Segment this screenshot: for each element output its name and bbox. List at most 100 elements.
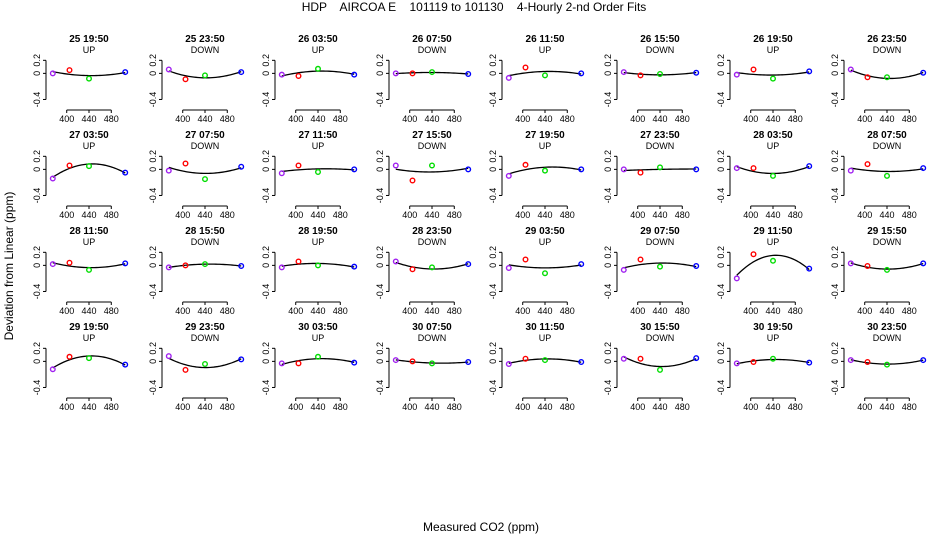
y-tick-label: -0.4	[830, 92, 840, 108]
panel-subtitle: DOWN	[191, 237, 220, 247]
panel-title: 28 19:50	[298, 226, 338, 237]
data-point	[392, 70, 399, 77]
data-point	[465, 166, 472, 173]
y-tick-label: 0.2	[375, 150, 385, 163]
y-tick-label: 0.2	[830, 54, 840, 67]
y-tick-label: -0.4	[261, 284, 271, 300]
data-point	[465, 71, 472, 78]
data-point	[66, 67, 73, 74]
data-point	[733, 275, 740, 282]
panel-title: 28 15:50	[185, 226, 225, 237]
panel-subtitle: DOWN	[191, 333, 220, 343]
fit-curve	[281, 262, 355, 268]
fit-curve	[52, 262, 126, 269]
x-tick-label: 400	[288, 210, 303, 220]
y-tick-label: 0	[148, 359, 158, 364]
data-point	[351, 71, 358, 78]
data-point	[392, 357, 399, 364]
data-point	[392, 258, 399, 265]
panel-title: 30 23:50	[867, 322, 907, 333]
panel-subtitle: DOWN	[418, 45, 447, 55]
panel-subtitle: UP	[83, 45, 96, 55]
x-tick-label: 480	[788, 306, 803, 316]
x-tick-label: 480	[220, 210, 235, 220]
x-tick-label: 480	[447, 402, 462, 412]
y-tick-label: -0.4	[830, 380, 840, 396]
data-point	[351, 263, 358, 270]
fit-curve	[395, 359, 469, 364]
x-tick-label: 480	[447, 210, 462, 220]
data-point	[620, 266, 627, 273]
x-tick-label: 480	[333, 402, 348, 412]
fit-curve	[52, 70, 126, 77]
data-point	[693, 263, 700, 270]
data-point	[505, 264, 512, 271]
y-axis-label: Deviation from Linear (ppm)	[2, 192, 16, 341]
data-point	[884, 172, 891, 179]
y-tick-label: 0	[261, 263, 271, 268]
fit-curve	[850, 167, 924, 173]
x-tick-label: 440	[879, 306, 894, 316]
panel-title: 30 07:50	[412, 322, 452, 333]
data-point	[201, 360, 208, 367]
data-point	[351, 359, 358, 366]
x-tick-label: 400	[59, 114, 74, 124]
data-point	[122, 169, 129, 176]
data-point	[806, 359, 813, 366]
y-tick-label: 0	[32, 359, 42, 364]
x-tick-label: 480	[788, 210, 803, 220]
x-tick-label: 480	[902, 114, 917, 124]
y-tick-label: -0.4	[716, 380, 726, 396]
y-tick-label: 0	[375, 71, 385, 76]
data-point	[542, 270, 549, 277]
x-tick-label: 440	[197, 210, 212, 220]
panel-title: 26 19:50	[753, 34, 793, 45]
panel-subtitle: DOWN	[191, 45, 220, 55]
x-tick-label: 480	[220, 402, 235, 412]
y-tick-label: -0.4	[375, 188, 385, 204]
panel-title: 27 11:50	[299, 130, 338, 141]
y-tick-label: 0.2	[261, 150, 271, 163]
x-tick-label: 480	[333, 114, 348, 124]
y-tick-label: 0	[32, 71, 42, 76]
x-tick-label: 440	[81, 402, 96, 412]
panel-subtitle: UP	[312, 141, 325, 151]
y-tick-label: 0	[488, 359, 498, 364]
x-tick-label: 480	[675, 210, 690, 220]
y-tick-label: -0.4	[603, 380, 613, 396]
x-tick-label: 440	[537, 402, 552, 412]
data-point	[578, 359, 585, 366]
data-point	[620, 69, 627, 76]
data-point	[465, 261, 472, 268]
y-tick-label: -0.4	[32, 188, 42, 204]
y-tick-label: 0	[32, 263, 42, 268]
data-point	[409, 266, 416, 273]
x-tick-label: 440	[537, 114, 552, 124]
y-tick-label: 0.2	[603, 150, 613, 163]
y-tick-label: 0.2	[603, 342, 613, 355]
y-tick-label: -0.4	[488, 380, 498, 396]
panel-title: 30 19:50	[753, 322, 793, 333]
panel-subtitle: UP	[83, 333, 96, 343]
data-point	[620, 355, 627, 362]
data-point	[770, 355, 777, 362]
data-point	[182, 160, 189, 167]
data-point	[165, 353, 172, 360]
x-tick-label: 440	[424, 210, 439, 220]
y-tick-label: 0	[148, 263, 158, 268]
data-point	[85, 163, 92, 170]
y-tick-label: 0.2	[716, 54, 726, 67]
panel-title: 27 07:50	[185, 130, 225, 141]
x-tick-label: 440	[81, 114, 96, 124]
data-point	[750, 251, 757, 258]
data-point	[750, 359, 757, 366]
y-tick-label: 0.2	[603, 246, 613, 259]
data-point	[122, 69, 129, 76]
panel-title: 29 23:50	[185, 322, 225, 333]
y-tick-label: 0	[261, 71, 271, 76]
y-tick-label: 0	[603, 359, 613, 364]
